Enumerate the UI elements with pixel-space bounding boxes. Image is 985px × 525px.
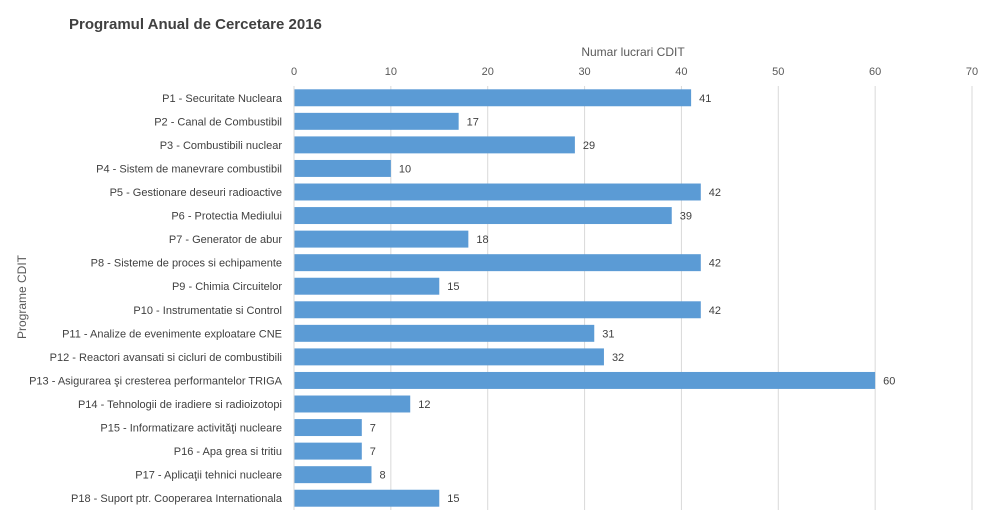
category-label: P1 - Securitate Nucleara (162, 93, 283, 105)
bar (294, 230, 469, 248)
category-label: P5 - Gestionare deseuri radioactive (110, 187, 282, 199)
bar (294, 89, 692, 107)
bar (294, 183, 701, 201)
bar (294, 395, 411, 413)
data-label: 42 (709, 187, 721, 199)
x-axis-ticks: 0 10 20 30 40 50 60 70 (291, 66, 978, 78)
data-label: 15 (447, 281, 459, 293)
bar (294, 419, 362, 437)
data-label: 42 (709, 258, 721, 270)
y-axis-title: Programe CDIT (15, 254, 29, 339)
data-label: 10 (399, 163, 411, 175)
bar (294, 348, 604, 366)
bar (294, 324, 595, 342)
data-label: 41 (699, 93, 711, 105)
bar (294, 442, 362, 460)
x-tick-label: 60 (869, 66, 881, 78)
data-label: 18 (476, 234, 488, 246)
category-label: P12 - Reactori avansati si cicluri de co… (50, 352, 282, 364)
category-label: P17 - Aplicaţii tehnici nucleare (135, 470, 282, 482)
data-label: 39 (680, 211, 692, 223)
bar (294, 277, 440, 295)
category-labels: P1 - Securitate Nucleara P2 - Canal de Co… (29, 93, 283, 505)
category-label: P3 - Combustibili nuclear (160, 140, 283, 152)
chart-title: Programul Anual de Cercetare 2016 (69, 16, 322, 33)
category-label: P10 - Instrumentatie si Control (133, 305, 282, 317)
bars (294, 89, 876, 507)
bar (294, 301, 701, 319)
gridlines (390, 86, 973, 510)
category-label: P18 - Suport ptr. Cooperarea Internation… (71, 493, 283, 505)
x-tick-label: 50 (772, 66, 784, 78)
bar (294, 489, 440, 507)
category-label: P14 - Tehnologii de iradiere si radioizo… (78, 399, 282, 411)
bar (294, 159, 391, 177)
data-label: 29 (583, 140, 595, 152)
data-label: 7 (370, 446, 376, 458)
x-tick-label: 40 (675, 66, 687, 78)
data-label: 15 (447, 493, 459, 505)
category-label: P8 - Sisteme de proces si echipamente (91, 258, 282, 270)
category-label: P16 - Apa grea si tritiu (174, 446, 282, 458)
data-label: 31 (602, 328, 614, 340)
x-axis-title: Numar lucrari CDIT (581, 45, 685, 59)
category-label: P15 - Informatizare activităţi nucleare (100, 423, 282, 435)
data-label: 12 (418, 399, 430, 411)
data-label: 42 (709, 305, 721, 317)
bar (294, 112, 459, 130)
x-tick-label: 30 (578, 66, 590, 78)
data-label: 32 (612, 352, 624, 364)
data-label: 8 (379, 470, 385, 482)
data-label: 17 (467, 116, 479, 128)
x-tick-label: 0 (291, 66, 297, 78)
category-label: P7 - Generator de abur (169, 234, 282, 246)
category-label: P4 - Sistem de manevrare combustibil (96, 163, 282, 175)
x-tick-label: 70 (966, 66, 978, 78)
data-label: 7 (370, 423, 376, 435)
x-tick-label: 10 (385, 66, 397, 78)
data-label: 60 (883, 375, 895, 387)
x-tick-label: 20 (482, 66, 494, 78)
category-label: P13 - Asigurarea şi cresterea performant… (29, 375, 283, 387)
category-label: P9 - Chimia Circuitelor (172, 281, 282, 293)
bar (294, 254, 701, 272)
category-label: P2 - Canal de Combustibil (154, 116, 282, 128)
bar (294, 466, 372, 484)
bar (294, 136, 575, 154)
bar (294, 207, 672, 225)
bar (294, 371, 876, 389)
category-label: P6 - Protectia Mediului (171, 211, 282, 223)
category-label: P11 - Analize de evenimente exploatare C… (62, 328, 282, 340)
